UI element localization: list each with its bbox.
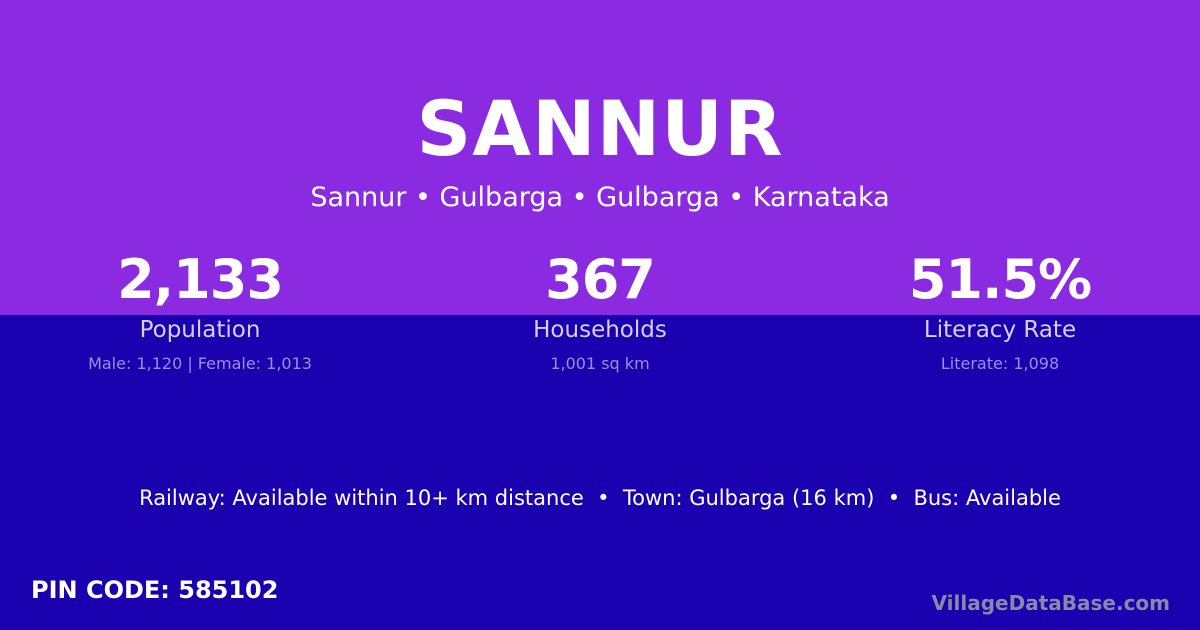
stat-population: 2,133 Population Male: 1,120 | Female: 1… [0,246,400,373]
stat-literacy: 51.5% Literacy Rate Literate: 1,098 [800,246,1200,373]
stat-households: 367 Households 1,001 sq km [400,246,800,373]
stat-detail: Male: 1,120 | Female: 1,013 [88,354,312,373]
stat-detail: Literate: 1,098 [940,354,1060,373]
village-title: SANNUR [416,84,784,173]
stat-label: Population [139,317,261,343]
stat-label: Households [533,317,667,343]
header-band [0,0,1200,315]
stat-detail: 1,001 sq km [550,354,650,373]
pin-code: PIN CODE: 585102 [31,576,279,604]
stat-value: 2,133 [117,248,284,311]
amenities-line: Railway: Available within 10+ km distanc… [139,486,1061,510]
stat-value: 367 [545,248,656,311]
stat-value: 51.5% [908,248,1092,311]
stat-label: Literacy Rate [923,317,1077,343]
brand-watermark: VillageDataBase.com [931,591,1170,615]
location-breadcrumb: Sannur • Gulbarga • Gulbarga • Karnataka [310,182,890,213]
